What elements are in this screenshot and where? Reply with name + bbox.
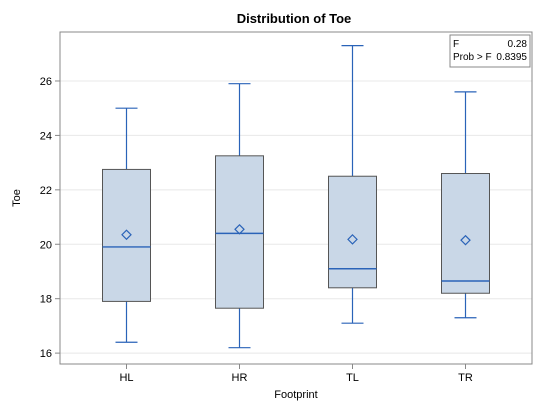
y-axis: 16 18 20 22 24 26 xyxy=(40,76,60,360)
y-tick-label: 18 xyxy=(40,294,52,306)
x-tick-label: HR xyxy=(232,372,248,384)
y-tick-label: 16 xyxy=(40,348,52,360)
y-tick-label: 22 xyxy=(40,185,52,197)
x-axis: HL HR TL TR xyxy=(119,364,473,384)
mean-marker xyxy=(460,234,471,246)
iqr-box xyxy=(102,168,151,302)
box-tr xyxy=(441,91,490,319)
inset-box xyxy=(449,34,531,68)
mean-marker xyxy=(234,223,245,235)
inset-value: 0.28 xyxy=(508,39,528,50)
iqr-box xyxy=(328,175,377,289)
y-tick-label: 20 xyxy=(40,239,52,251)
x-tick-label: HL xyxy=(119,372,133,384)
stats-inset: F 0.28 Prob > F 0.8395 xyxy=(449,34,531,68)
y-tick-label: 26 xyxy=(40,76,52,88)
inset-label: F xyxy=(453,39,459,50)
plot-frame xyxy=(59,31,533,365)
x-tick-label: TL xyxy=(346,372,359,384)
box-hr xyxy=(215,83,264,349)
mean-marker xyxy=(347,234,358,245)
box-hl xyxy=(102,107,151,343)
iqr-box xyxy=(215,155,264,309)
y-axis-label: Toe xyxy=(11,189,23,207)
x-axis-label: Footprint xyxy=(274,389,317,401)
boxes xyxy=(102,45,490,349)
chart-title: Distribution of Toe xyxy=(237,11,352,26)
y-tick-label: 24 xyxy=(40,130,52,142)
x-tick-label: TR xyxy=(458,372,473,384)
iqr-box xyxy=(441,173,490,294)
box-tl xyxy=(328,45,377,324)
mean-marker xyxy=(121,229,132,241)
inset-value: 0.8395 xyxy=(496,52,527,63)
inset-label: Prob > F xyxy=(453,52,492,63)
